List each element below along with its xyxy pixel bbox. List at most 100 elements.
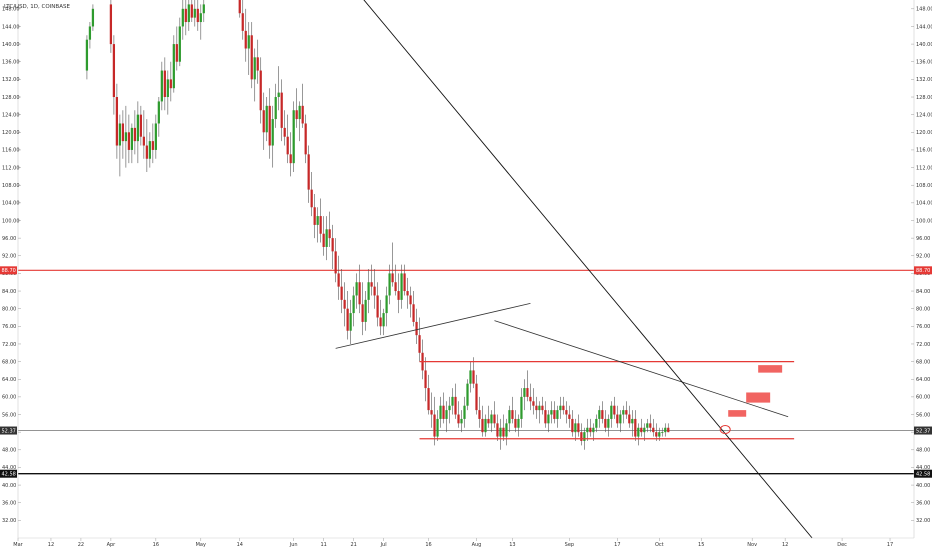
y-tick-label-right: 76.00 <box>916 324 930 330</box>
candle-body <box>160 70 163 102</box>
candle-body <box>283 127 286 137</box>
candle-body <box>262 110 265 133</box>
candle-body <box>118 123 122 146</box>
candle-body <box>478 410 481 419</box>
y-tick-label-left: 56.00 <box>2 412 16 418</box>
candle-body <box>496 423 499 437</box>
candle-body <box>586 427 589 433</box>
candle-body <box>187 4 190 23</box>
candle-body <box>628 414 631 424</box>
candle-body <box>490 414 493 424</box>
y-tick-label-right: 32.00 <box>916 518 930 524</box>
candle-body <box>85 39 89 71</box>
candle-body <box>400 273 403 300</box>
horizontal-lines <box>18 269 914 475</box>
price-badge-left <box>0 426 17 435</box>
candle-body <box>193 8 196 18</box>
y-tick-label-left: 104.00 <box>2 201 20 207</box>
price-badge-left <box>0 266 17 275</box>
y-tick-label-right: 40.00 <box>916 483 930 489</box>
candle-body <box>271 119 274 146</box>
y-tick-label-right: 116.00 <box>916 148 932 154</box>
candle-body <box>244 30 247 49</box>
candle-body <box>268 105 271 146</box>
candle-body <box>334 251 337 274</box>
candle-body <box>322 233 325 247</box>
candle-body <box>295 110 298 120</box>
candle-body <box>565 410 568 415</box>
y-tick-label-right: 144.00 <box>916 24 932 30</box>
candle-body <box>649 423 652 428</box>
candle-body <box>607 418 610 428</box>
candle-body <box>196 8 199 23</box>
candle-body <box>643 427 646 433</box>
x-tick-label: Aug <box>472 542 482 548</box>
candle-body <box>409 295 412 305</box>
candle-body <box>532 401 535 406</box>
y-tick-label-right: 140.00 <box>916 42 932 48</box>
candle-body <box>124 132 128 142</box>
candle-body <box>541 405 544 411</box>
candle-body <box>640 427 643 433</box>
drawings <box>335 0 813 539</box>
candle-body <box>601 410 604 419</box>
candle-body <box>562 405 565 411</box>
candle-body <box>133 127 136 142</box>
y-tick-label-left: 92.00 <box>2 254 16 260</box>
candle-body <box>427 388 430 411</box>
candle-body <box>664 427 667 433</box>
candle-body <box>424 370 427 389</box>
candle-body <box>394 282 397 292</box>
candle-body <box>613 405 616 415</box>
candle-body <box>547 414 550 424</box>
candle-body <box>577 423 580 433</box>
candle-body <box>190 4 193 18</box>
price-badge-left-label: 52.37 <box>2 428 16 434</box>
candle-body <box>277 92 280 98</box>
x-tick-label: Dec <box>837 542 847 548</box>
y-tick-label-right: 132.00 <box>916 77 932 83</box>
y-tick-label-right: 104.00 <box>916 201 932 207</box>
candle-body <box>292 110 295 164</box>
candle-body <box>274 97 277 120</box>
candle-body <box>121 123 125 142</box>
candle-body <box>337 273 340 287</box>
candle-body <box>388 273 391 296</box>
candle-body <box>370 282 373 287</box>
candle-body <box>493 414 496 424</box>
price-badge-right-label: 52.37 <box>916 428 930 434</box>
y-tick-label-right: 96.00 <box>916 236 930 242</box>
candle-body <box>256 57 259 71</box>
price-badge-right <box>914 266 932 275</box>
x-tick-label: Jul <box>380 542 387 548</box>
y-tick-label-right: 120.00 <box>916 130 932 136</box>
x-tick-label: 21 <box>350 542 356 548</box>
y-tick-label-left: 40.00 <box>2 483 16 489</box>
candle-body <box>652 427 655 433</box>
x-tick-label: Nov <box>747 542 757 548</box>
candle-body <box>172 44 175 89</box>
candle-body <box>442 405 445 419</box>
candle-body <box>667 427 670 433</box>
candle-body <box>352 295 355 314</box>
y-tick-label-left: 64.00 <box>2 377 16 383</box>
candle-body <box>346 308 349 331</box>
candle-body <box>280 92 283 128</box>
chart-title: LTC/USD, 1D, COINBASE <box>4 4 70 10</box>
candle-body <box>373 286 376 296</box>
candle-body <box>163 70 166 98</box>
candle-body <box>631 418 634 424</box>
candle-body <box>634 418 637 437</box>
trend-line <box>494 320 789 418</box>
candle-body <box>538 405 541 411</box>
y-tick-label-right: 148.00 <box>916 7 932 13</box>
price-badge-right-label: 42.58 <box>916 472 930 478</box>
candle-body <box>550 410 553 415</box>
x-tick-label: Apr <box>107 542 117 548</box>
y-tick-label-left: 76.00 <box>2 324 16 330</box>
candle-body <box>301 105 304 124</box>
x-tick-label: Mar <box>13 542 23 548</box>
